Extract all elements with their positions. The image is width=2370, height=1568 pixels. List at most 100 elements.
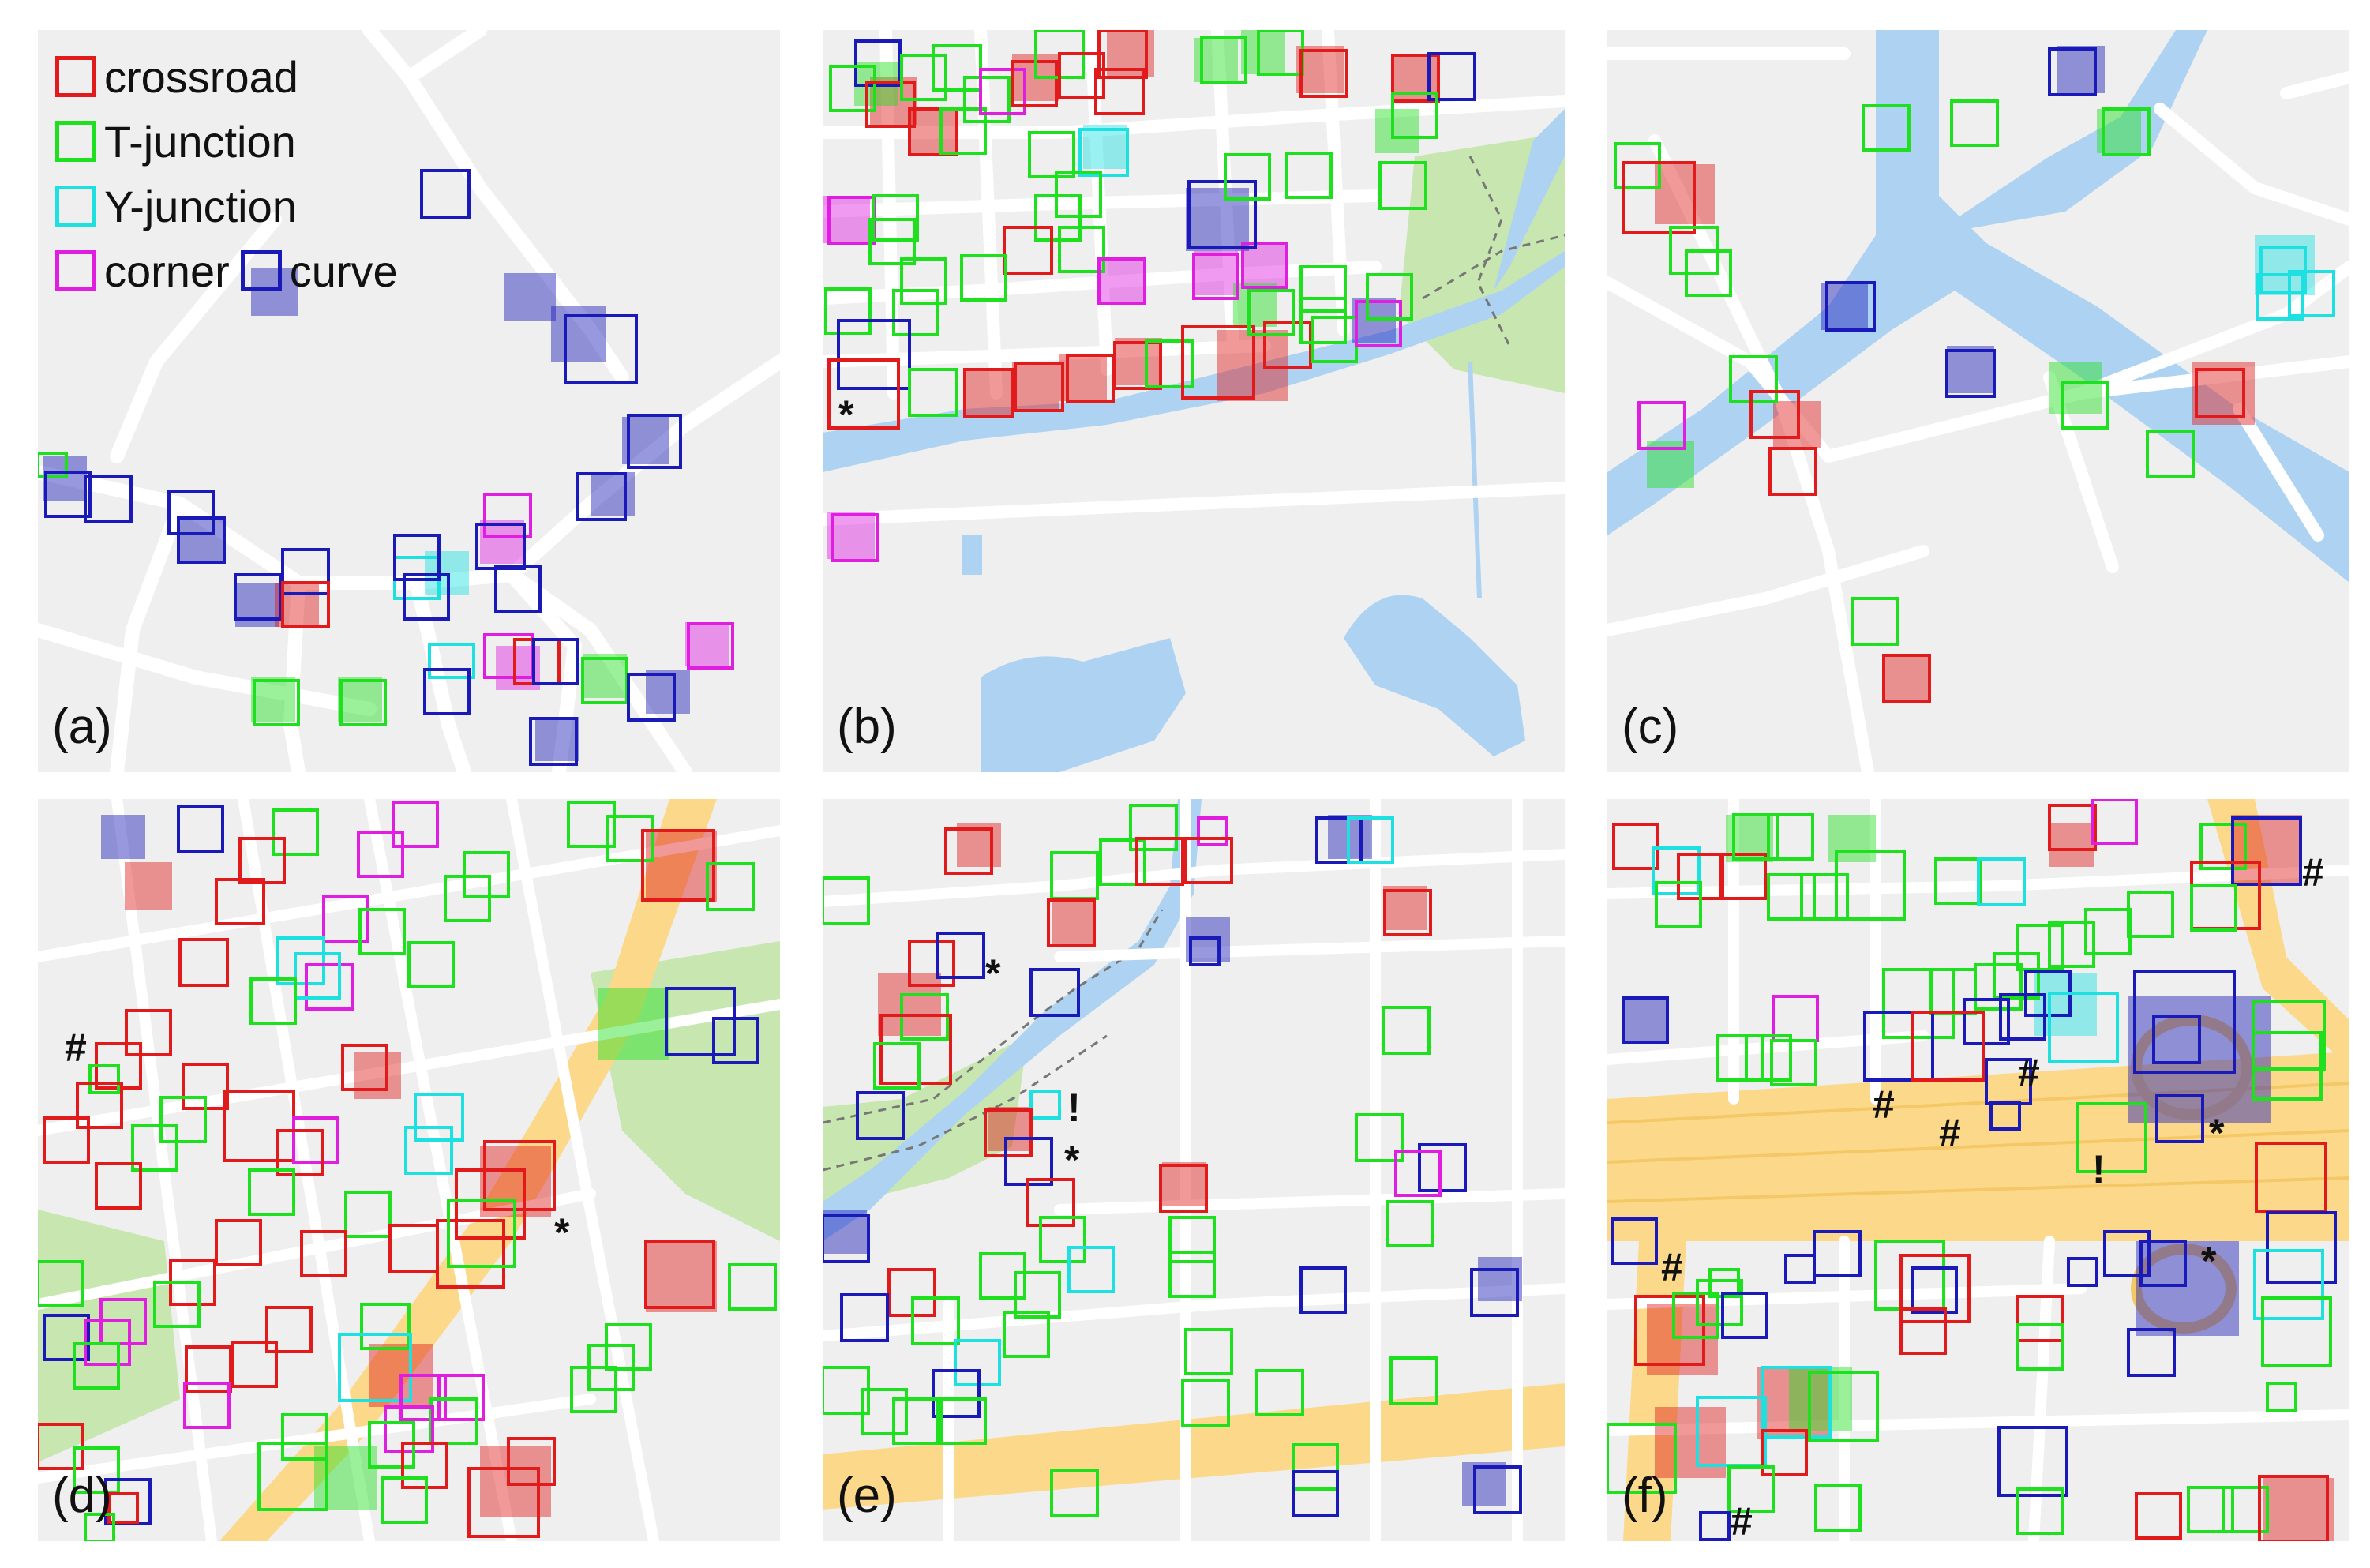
box-b-14 [1094, 68, 1145, 115]
fill-b-14 [1099, 259, 1143, 303]
fill-f-6 [2231, 815, 2302, 886]
box-a-1 [420, 169, 471, 219]
box-a-24 [532, 638, 579, 685]
fill-e-11 [1462, 1462, 1506, 1506]
box-b-49 [1181, 325, 1255, 400]
box-f-73 [1727, 1465, 1775, 1513]
fill-c-4 [1884, 654, 1931, 701]
legend-row-y-junction: Y-junction [55, 174, 409, 238]
box-e-13 [1189, 936, 1221, 966]
box-d-59 [360, 1303, 411, 1350]
box-e-29 [1026, 1178, 1075, 1227]
box-b-19 [1427, 52, 1476, 101]
box-d-60 [338, 1333, 412, 1402]
box-a-7 [84, 475, 133, 523]
box-e-12 [1383, 889, 1432, 936]
legend-label-curve: curve [289, 246, 398, 296]
fill-b-22 [1241, 30, 1285, 74]
box-d-68 [384, 1405, 434, 1453]
fill-f-12 [2049, 823, 2094, 867]
box-f-55 [2139, 1240, 2187, 1287]
star-marker-d: * [554, 1210, 570, 1255]
box-d-36 [404, 1126, 453, 1175]
box-e-21 [856, 1091, 905, 1140]
fill-a-12 [685, 622, 729, 666]
box-c-14 [1749, 390, 1800, 439]
box-e-38 [1299, 1266, 1347, 1314]
box-f-6 [1732, 813, 1779, 861]
box-f-42 [2155, 1094, 2204, 1143]
box-e-39 [1470, 1268, 1519, 1317]
box-a-9 [177, 516, 226, 564]
fill-a-16 [535, 717, 579, 761]
box-d-80 [84, 1513, 115, 1541]
box-c-12 [2288, 270, 2335, 317]
box-e-43 [1003, 1311, 1050, 1358]
box-c-9 [1825, 281, 1876, 332]
panel-label-b: (b) [837, 700, 897, 754]
box-a-15 [403, 573, 450, 621]
box-b-15 [1200, 36, 1247, 84]
map-c [1607, 30, 2349, 772]
box-b-47 [1113, 341, 1162, 390]
box-d-11 [567, 801, 616, 848]
box-e-10 [823, 876, 870, 925]
box-d-18 [294, 952, 341, 1000]
box-e-33 [1168, 1251, 1216, 1298]
box-e-15 [936, 932, 985, 979]
box-d-47 [644, 1240, 715, 1309]
box-a-29 [253, 679, 300, 726]
box-f-10 [1835, 850, 1906, 921]
box-f-44 [2252, 1031, 2323, 1101]
box-d-6 [215, 878, 265, 925]
box-d-32 [292, 1116, 339, 1164]
excl-marker-f: ! [2092, 1147, 2106, 1191]
box-d-51 [153, 1281, 201, 1328]
box-c-19 [1637, 401, 1686, 450]
fill-e-5 [1162, 1162, 1206, 1206]
box-e-5 [944, 827, 993, 875]
legend-swatch-corner [55, 250, 96, 291]
box-b-21 [1078, 128, 1129, 177]
panel-label-a: (a) [52, 700, 112, 754]
panel-label-c: (c) [1622, 700, 1679, 754]
box-b-5 [932, 44, 982, 92]
panel-b: * (b) [823, 30, 1565, 772]
box-b-13 [1097, 30, 1148, 79]
box-a-27 [687, 622, 734, 670]
box-f-35 [1770, 1039, 1817, 1086]
fill-b-10 [1012, 362, 1059, 409]
box-f-1 [1612, 823, 1659, 870]
box-e-56 [1050, 1469, 1099, 1517]
box-b-57 [831, 513, 879, 562]
box-a-4 [576, 472, 627, 521]
hash-marker-f-2: # [2018, 1051, 2040, 1095]
fill-a-14 [338, 677, 382, 722]
box-f-20 [2084, 908, 2132, 955]
box-d-38 [455, 1168, 526, 1240]
box-d-2 [272, 808, 319, 856]
box-d-40 [248, 1168, 295, 1216]
box-a-8 [167, 490, 215, 535]
box-d-41 [344, 1191, 392, 1238]
box-b-20 [1391, 92, 1438, 139]
map-a [38, 30, 780, 772]
fill-d-6 [354, 1052, 401, 1099]
legend-swatch-curve [240, 250, 282, 291]
box-e-8 [1135, 837, 1184, 886]
box-d-3 [392, 801, 439, 848]
box-d-7 [322, 895, 369, 943]
box-b-3 [865, 81, 916, 128]
hash-marker-d: # [65, 1026, 87, 1070]
box-e-11 [1047, 898, 1096, 947]
box-c-8 [1685, 249, 1732, 297]
box-f-62 [1899, 1307, 1947, 1355]
box-b-37 [900, 257, 947, 305]
box-f-54 [2067, 1257, 2098, 1287]
box-d-1 [177, 805, 224, 853]
box-f-82 [1699, 1511, 1731, 1541]
fill-c-1 [1655, 164, 1715, 224]
box-f-76 [2016, 1487, 2064, 1535]
box-a-2 [564, 314, 638, 384]
box-f-49 [1784, 1254, 1816, 1284]
